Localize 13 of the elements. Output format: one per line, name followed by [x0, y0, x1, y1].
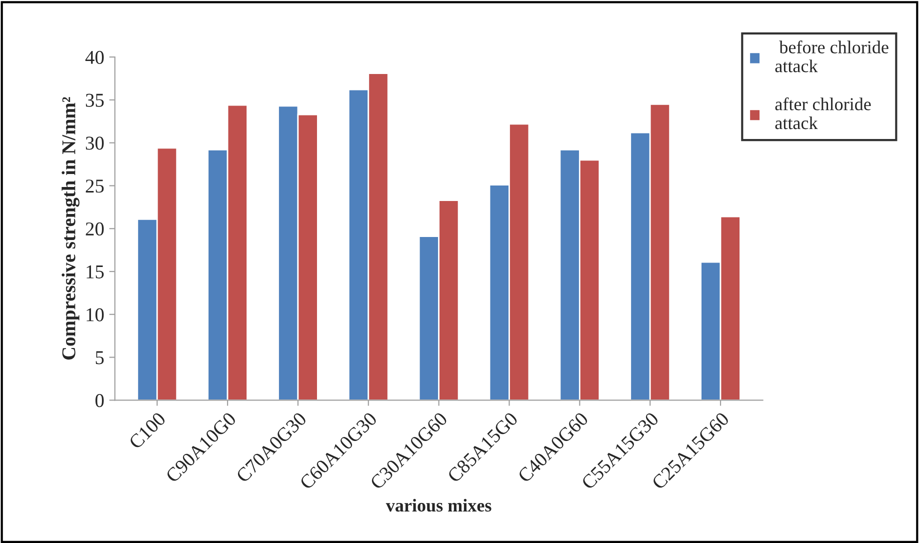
- y-tick-label: 40: [85, 50, 104, 64]
- legend-label: before chloride attack: [775, 40, 888, 72]
- y-tick-label: 10: [86, 308, 104, 322]
- x-axis-title: various mixes: [386, 498, 492, 512]
- y-tick-label: 15: [86, 265, 104, 278]
- y-tick-label: 25: [86, 180, 104, 193]
- y-tick-label: 0: [95, 394, 104, 408]
- y-tick-label: 20: [86, 222, 104, 236]
- y-tick-label: 30: [86, 136, 104, 150]
- y-tick-label: 35: [86, 94, 104, 107]
- y-tick-label: 5: [96, 351, 104, 364]
- y-axis-title: Compressive strength in N/mm²: [62, 97, 80, 360]
- legend-label: after chloride attack: [775, 97, 871, 130]
